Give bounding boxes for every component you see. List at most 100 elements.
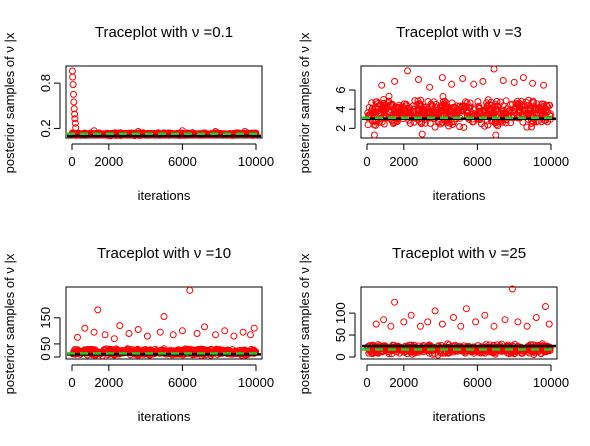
- sample-point: [438, 320, 446, 328]
- sample-point: [395, 107, 403, 115]
- sample-point: [472, 318, 480, 326]
- sample-point: [508, 285, 516, 293]
- sample-point: [387, 322, 395, 330]
- sample-point: [407, 311, 415, 319]
- reference-lines: [362, 116, 556, 121]
- sample-point: [71, 119, 79, 127]
- panel-title: Traceplot with ν =10: [97, 245, 231, 262]
- sample-point: [539, 105, 547, 113]
- sample-point: [466, 99, 474, 107]
- sample-point: [462, 98, 469, 106]
- sample-point: [523, 322, 531, 330]
- sample-point: [525, 96, 532, 104]
- x-tick-label: 2000: [389, 375, 418, 390]
- sample-point: [493, 97, 501, 105]
- x-axis-label: iterations: [138, 188, 191, 203]
- x-tick-label: 0: [363, 375, 370, 390]
- x-tick-label: 0: [68, 375, 75, 390]
- sample-point: [511, 349, 519, 357]
- sample-point: [511, 109, 519, 117]
- sample-point: [470, 80, 478, 88]
- sample-point: [374, 100, 382, 108]
- sample-point: [514, 318, 522, 326]
- x-axis-label: iterations: [433, 409, 486, 424]
- sample-point: [542, 106, 550, 114]
- panel-nu-3: Traceplot with ν =3 iterations posterior…: [297, 24, 569, 203]
- sample-point: [416, 100, 424, 108]
- sample-point: [431, 123, 439, 131]
- x-tick-label: 6000: [168, 154, 197, 169]
- sample-point: [426, 83, 434, 91]
- sample-point: [431, 307, 439, 315]
- sample-point: [400, 318, 408, 326]
- x-axis-label: iterations: [433, 188, 486, 203]
- y-tick-label: 6: [333, 86, 348, 93]
- sample-point: [450, 104, 458, 112]
- x-tick-label: 6000: [463, 154, 492, 169]
- plot-frame: [360, 65, 558, 139]
- sample-point: [438, 74, 446, 82]
- x-tick-label: 0: [68, 154, 75, 169]
- y-tick-label: 2: [333, 125, 348, 132]
- sample-point: [160, 313, 168, 320]
- sample-point: [406, 119, 414, 127]
- sample-point: [385, 97, 393, 105]
- sample-point: [494, 107, 502, 115]
- sample-point: [424, 318, 432, 326]
- sample-point: [221, 327, 229, 335]
- sample-point: [490, 322, 498, 330]
- sample-point: [74, 333, 81, 341]
- sample-point: [515, 108, 523, 116]
- sample-point: [421, 119, 429, 127]
- sample-point: [466, 103, 474, 111]
- sample-point: [448, 80, 456, 88]
- sample-point: [90, 328, 98, 336]
- y-tick-label: 0.8: [38, 74, 53, 92]
- sample-point: [239, 328, 247, 336]
- y-axis-label: posterior samples of ν |x: [2, 253, 17, 394]
- sample-point: [462, 305, 470, 313]
- sample-point: [474, 98, 482, 106]
- sample-point: [247, 331, 254, 339]
- sample-point: [532, 314, 540, 321]
- y-axis-label: posterior samples of ν |x: [2, 32, 17, 173]
- reference-lines: [67, 132, 261, 138]
- sample-point: [400, 104, 408, 112]
- y-tick-label: 150: [38, 307, 53, 329]
- sample-point: [434, 110, 442, 118]
- axis-ticks: 0 2000 6000 10000 0 50 150: [38, 307, 274, 390]
- sample-point: [380, 316, 388, 324]
- sample-point: [101, 331, 109, 339]
- axis-ticks: 0 2000 6000 10000 0 50 100: [333, 302, 569, 390]
- sample-point: [450, 314, 457, 321]
- sample-point: [94, 306, 102, 314]
- sample-point: [368, 104, 376, 112]
- plot-frame: [65, 286, 263, 360]
- sample-point: [415, 107, 423, 115]
- sample-point: [241, 128, 249, 135]
- sample-point: [510, 78, 518, 86]
- sample-point: [68, 67, 76, 75]
- sample-point: [427, 100, 435, 108]
- sample-point: [459, 106, 466, 114]
- sample-point: [484, 96, 492, 104]
- data-points: [364, 65, 555, 139]
- sample-point: [378, 81, 386, 89]
- sample-point: [529, 79, 537, 87]
- sample-point: [415, 76, 422, 83]
- sample-point: [378, 104, 386, 112]
- reference-lines: [67, 352, 261, 356]
- sample-point: [250, 324, 258, 332]
- sample-point: [545, 320, 553, 328]
- sample-point: [460, 105, 468, 113]
- sample-point: [70, 105, 78, 113]
- x-tick-label: 10000: [238, 154, 274, 169]
- x-tick-label: 10000: [533, 375, 569, 390]
- sample-point: [475, 102, 483, 110]
- sample-point: [460, 123, 468, 131]
- sample-point: [418, 130, 426, 138]
- axis-ticks: 0 2000 6000 10000 2 4 6: [333, 86, 569, 169]
- sample-point: [70, 98, 78, 106]
- panel-title: Traceplot with ν =25: [392, 245, 526, 262]
